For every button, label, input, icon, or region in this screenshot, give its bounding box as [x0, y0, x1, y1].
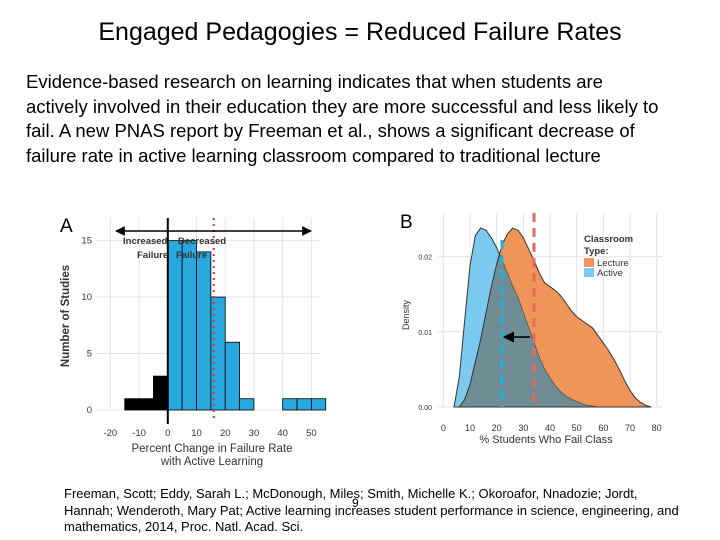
panel-a-y-axis-label: Number of Studies: [60, 265, 72, 367]
panel-b-density-areas: [453, 227, 652, 408]
panel-b-x-tick-label: 80: [652, 423, 662, 433]
panel-a-bar: [124, 398, 140, 411]
panel-b-x-tick-label: 20: [492, 423, 502, 433]
legend-swatch-active: [584, 268, 594, 277]
panel-b-label: B: [400, 212, 413, 233]
slide-title: Engaged Pedagogies = Reduced Failure Rat…: [98, 18, 622, 46]
panel-b: B 0.000.010.020 10 20 30 40 50 60 70 80 Density …: [400, 212, 662, 446]
panel-b-x-tick-label: 30: [518, 423, 528, 433]
panel-a-label: A: [60, 216, 73, 237]
legend-swatch-lecture: [584, 258, 594, 267]
body-paragraph: Evidence-based research on learning indi…: [26, 71, 659, 166]
panel-a-y-tick-label: 10: [81, 292, 92, 303]
panel-a-x-tick-label: 20: [220, 428, 231, 439]
panel-a-bar: [181, 240, 197, 411]
panel-a-x-tick-label: 30: [249, 428, 260, 439]
panel-b-x-tick-label: 70: [625, 423, 635, 433]
legend-title-line2: Type:: [584, 246, 609, 257]
panel-a-axes: 0 5 10 15 -20 -10 0 10 20 30 40 50: [81, 218, 317, 439]
panel-a-bar: [153, 375, 169, 411]
panel-b-x-tick-label: 10: [465, 423, 475, 433]
panel-a: A 0 5 10 15 -20 -10 0 10 20 30 40 50 Number of Stud…: [60, 216, 327, 468]
panel-a-annotation-increased: Increased: [123, 236, 168, 247]
panel-a-bar: [296, 398, 312, 411]
panel-a-bar: [138, 398, 154, 411]
legend-label-lecture: Lecture: [597, 258, 629, 269]
panel-a-bar: [167, 240, 183, 411]
panel-a-x-tick-label: 40: [277, 428, 288, 439]
panel-b-y-axis-label: Density: [401, 299, 411, 330]
panel-a-x-tick-label: -20: [103, 428, 117, 439]
panel-b-x-tick-label: 40: [545, 423, 555, 433]
panel-b-legend: Classroom Type: Lecture Active: [584, 234, 633, 279]
legend-label-active: Active: [597, 268, 623, 279]
panel-b-y-tick-label: 0.00: [418, 405, 432, 412]
panel-a-annotation-decreased: Decreased: [178, 236, 226, 247]
panel-a-bar: [282, 398, 298, 411]
panel-a-bar: [310, 398, 327, 411]
panel-a-bar: [196, 251, 212, 411]
panel-b-x-tick-label: 60: [598, 423, 608, 433]
legend-title-line1: Classroom: [584, 234, 633, 245]
panel-b-y-tick-label: 0.01: [418, 330, 432, 337]
panel-a-annotation-failure-left: Failure: [137, 250, 168, 261]
panel-a-x-tick-label: 0: [165, 428, 170, 439]
panel-a-x-tick-label: 50: [306, 428, 317, 439]
panel-a-y-tick-label: 15: [81, 236, 92, 247]
panel-a-x-axis-label-line1: Percent Change in Failure Rate: [131, 443, 292, 455]
panel-b-x-tick-label: 50: [572, 423, 582, 433]
panel-b-x-axis-label: % Students Who Fail Class: [479, 434, 613, 446]
panel-b-y-tick-label: 0.02: [418, 255, 432, 262]
panel-a-annotation-failure-right: Failure: [176, 250, 207, 261]
panel-a-x-tick-label: 10: [191, 428, 202, 439]
panel-b-x-tick-label: 0: [441, 423, 446, 433]
panel-a-bar: [239, 398, 255, 411]
panel-a-y-tick-label: 5: [87, 349, 92, 360]
panel-a-x-axis-label-line2: with Active Learning: [160, 456, 263, 468]
panel-a-x-tick-label: -10: [132, 428, 146, 439]
panel-a-bar: [224, 341, 240, 411]
panel-a-y-tick-label: 0: [87, 405, 92, 416]
slide-number: 9: [352, 496, 359, 510]
panel-b-axes: 0.00 0.01 0.02 0 10 20 30 40 50 60 70 80: [418, 213, 662, 433]
citation-text: Freeman, Scott; Eddy, Sarah L.; McDonoug…: [64, 486, 679, 534]
